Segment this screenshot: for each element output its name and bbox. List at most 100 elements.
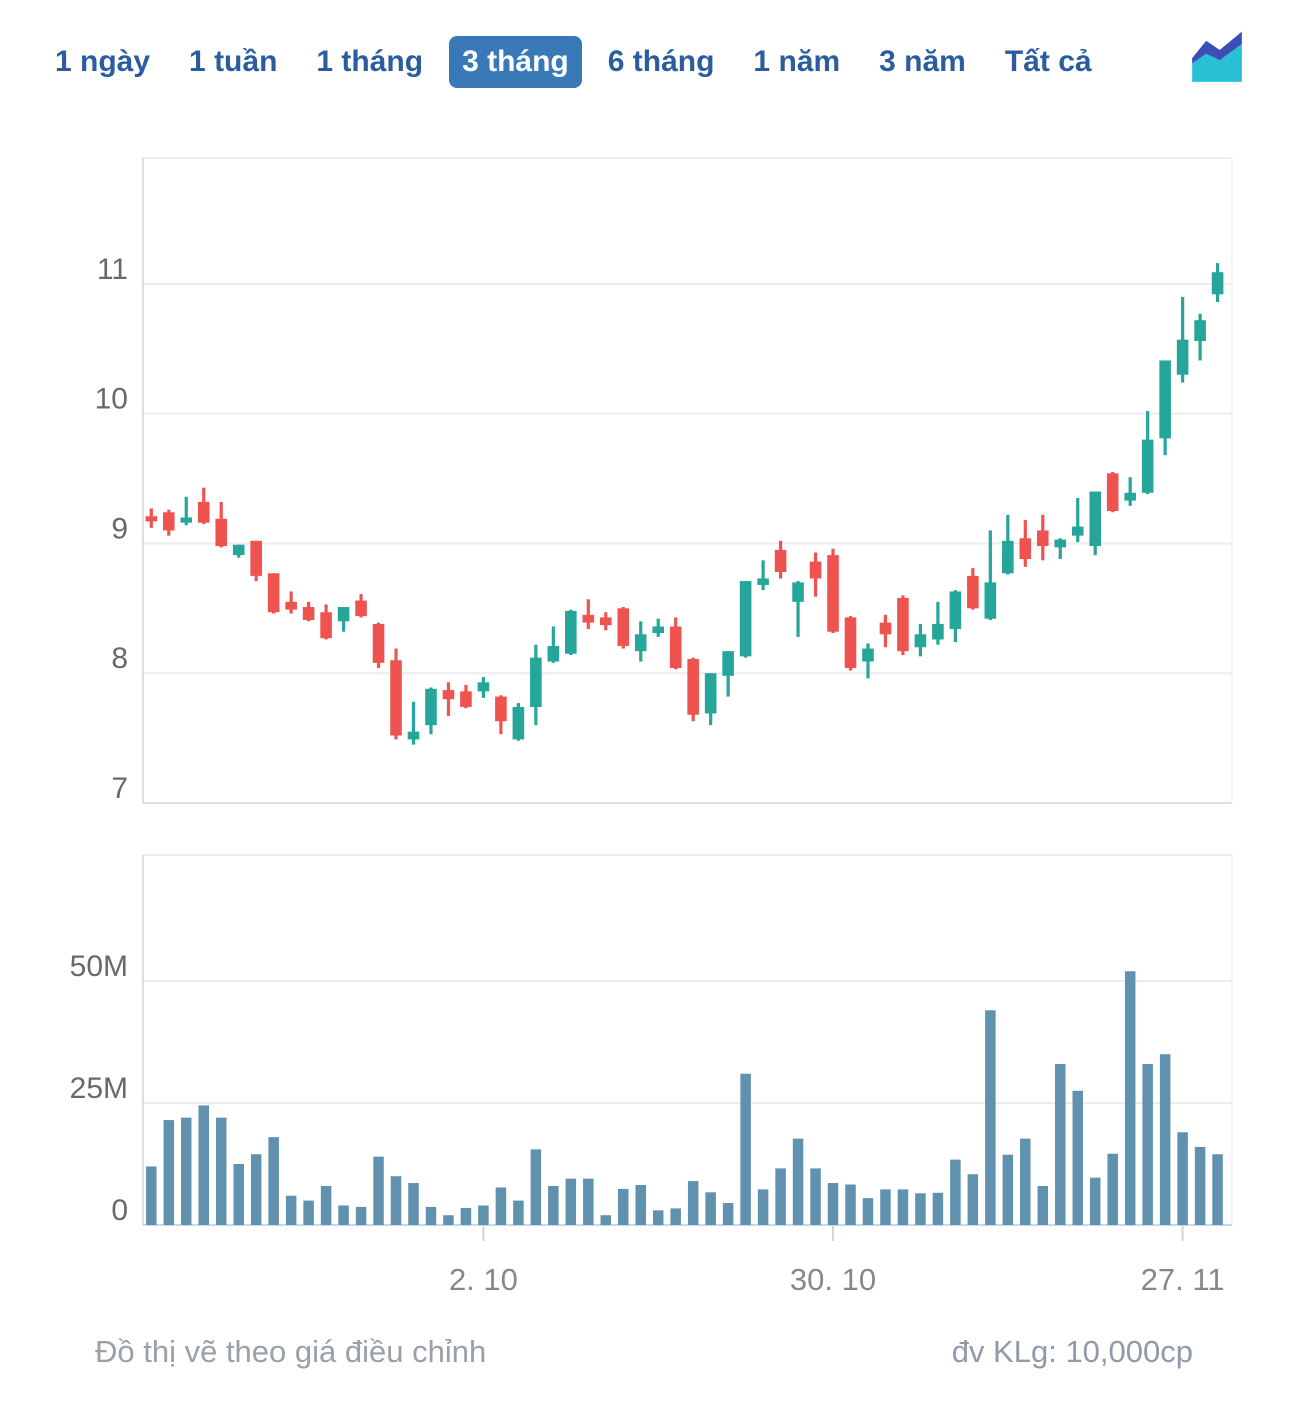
- volume-bar: [1089, 1177, 1101, 1225]
- candle-wick: [411, 701, 416, 745]
- candle: [792, 582, 804, 602]
- tab-1-tuan[interactable]: 1 tuần: [189, 45, 278, 78]
- volume-bar: [181, 1117, 192, 1225]
- volume-bar: [250, 1154, 262, 1225]
- x-axis-label: 30. 10: [790, 1262, 876, 1297]
- volume-bar: [687, 1181, 699, 1225]
- volume-bar: [950, 1159, 961, 1225]
- volume-bar: [1020, 1138, 1031, 1225]
- candle: [1141, 439, 1154, 493]
- volume-bar: [1002, 1154, 1014, 1225]
- volume-bar: [880, 1189, 891, 1225]
- candle: [1019, 538, 1032, 560]
- volume-bar: [775, 1168, 786, 1225]
- volume-bar: [443, 1215, 454, 1225]
- volume-bar: [338, 1205, 349, 1225]
- candle-wick: [551, 626, 555, 663]
- volume-bar: [548, 1185, 559, 1225]
- volume-bar: [1107, 1153, 1118, 1225]
- volume-bar: [600, 1215, 612, 1225]
- volume-bar: [460, 1207, 472, 1225]
- price-axis-label: 9: [111, 512, 128, 545]
- volume-bar: [215, 1117, 227, 1225]
- volume-bar: [967, 1174, 979, 1225]
- candle: [704, 673, 717, 714]
- volume-bar: [1055, 1063, 1066, 1225]
- volume-bar: [705, 1192, 716, 1225]
- volume-bar: [618, 1188, 629, 1225]
- candle: [1054, 539, 1067, 548]
- x-axis-label: 27. 11: [1141, 1262, 1225, 1297]
- candle: [215, 518, 228, 547]
- candle: [1159, 360, 1171, 439]
- candle: [250, 540, 262, 576]
- volume-bar: [478, 1205, 489, 1225]
- price-axis-label: 8: [111, 642, 128, 675]
- candle: [565, 610, 577, 654]
- candle: [1036, 530, 1049, 547]
- candle: [442, 690, 455, 700]
- tab-1-ngay[interactable]: 1 ngày: [55, 45, 151, 78]
- volume-bar: [268, 1137, 279, 1225]
- candle-wick: [184, 496, 188, 526]
- candle: [879, 622, 892, 635]
- tab-3-thang[interactable]: 3 tháng: [449, 36, 582, 88]
- volume-bar: [915, 1193, 926, 1225]
- candle: [337, 607, 350, 622]
- candle: [145, 516, 158, 522]
- candle: [1124, 492, 1136, 501]
- volume-bar: [1194, 1146, 1206, 1225]
- candle: [617, 608, 630, 646]
- candle: [1089, 491, 1102, 547]
- candle: [547, 645, 560, 662]
- candle: [722, 651, 734, 676]
- candle: [1002, 540, 1014, 574]
- volume-bar: [163, 1120, 175, 1225]
- candle: [984, 582, 997, 619]
- tab-1-nam[interactable]: 1 năm: [753, 45, 841, 78]
- volume-bar: [1212, 1154, 1223, 1225]
- volume-bar: [513, 1200, 524, 1225]
- price-axis-label: 10: [95, 383, 128, 416]
- candle: [809, 561, 822, 579]
- volume-bar: [845, 1184, 856, 1225]
- volume-bar: [1072, 1090, 1083, 1225]
- candle: [372, 623, 385, 663]
- candle: [897, 597, 909, 652]
- candle: [285, 601, 297, 610]
- candle-wick: [796, 581, 800, 637]
- volume-bar: [530, 1149, 542, 1225]
- volume-bar: [355, 1206, 367, 1225]
- tab-tat-ca[interactable]: Tất cả: [1004, 45, 1092, 78]
- candle: [355, 600, 367, 617]
- volume-axis-label: 0: [111, 1194, 128, 1227]
- volume-axis-label: 50M: [70, 950, 128, 983]
- tab-3-nam[interactable]: 3 năm: [879, 45, 966, 78]
- tab-6-thang[interactable]: 6 tháng: [607, 45, 715, 78]
- candle: [267, 573, 280, 613]
- candle-wick: [761, 560, 765, 591]
- volume-bar: [652, 1210, 664, 1225]
- candle-wick: [1076, 498, 1080, 543]
- volume-unit-note: đv KLg: 10,000cp: [951, 1334, 1193, 1369]
- volume-bar: [670, 1208, 681, 1225]
- candle: [1211, 272, 1224, 295]
- candle: [652, 626, 665, 633]
- volume-bar: [1142, 1063, 1153, 1225]
- volume-bar: [320, 1185, 332, 1225]
- candle-wick: [586, 599, 590, 630]
- tab-1-thang[interactable]: 1 tháng: [316, 45, 424, 78]
- volume-bar: [583, 1178, 594, 1225]
- candle: [407, 731, 420, 740]
- volume-bar: [985, 1010, 996, 1225]
- area-chart-icon[interactable]: [1190, 30, 1244, 84]
- candle-wick: [936, 601, 940, 645]
- adjusted-price-note: Đồ thị vẽ theo giá điều chỉnh: [95, 1334, 487, 1369]
- candle-wick: [988, 530, 992, 621]
- candle: [687, 658, 699, 715]
- volume-bar: [740, 1073, 751, 1225]
- volume-bar: [408, 1183, 419, 1225]
- candle: [460, 691, 472, 707]
